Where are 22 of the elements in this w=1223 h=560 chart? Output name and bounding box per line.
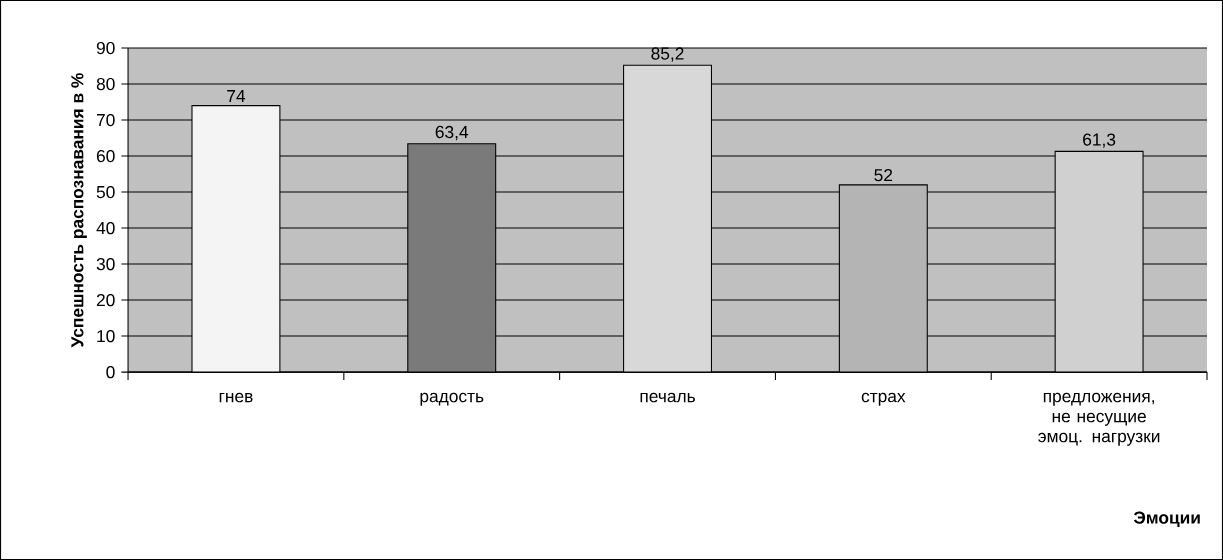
y-axis-title: Успешность распознавания в % bbox=[71, 73, 87, 348]
y-tick-label: 50 bbox=[96, 185, 115, 199]
y-tick-label: 10 bbox=[97, 329, 115, 343]
data-label: 61,3 bbox=[1083, 133, 1116, 148]
y-tick-label: 20 bbox=[96, 293, 115, 307]
y-tick-label: 40 bbox=[96, 221, 115, 235]
data-label: 74 bbox=[227, 90, 246, 102]
data-label: 63,4 bbox=[435, 125, 469, 141]
y-tick-label: 60 bbox=[96, 149, 115, 163]
x-tick-label: предложения, не несущие эмоц. нагрузки bbox=[1038, 392, 1160, 446]
x-tick-label: радость bbox=[420, 392, 484, 406]
y-tick-label: 80 bbox=[96, 77, 115, 91]
data-label: 52 bbox=[874, 168, 893, 182]
data-label: 85,2 bbox=[651, 47, 684, 62]
y-tick-label: 90 bbox=[96, 41, 115, 55]
y-tick-label: 30 bbox=[96, 257, 115, 271]
x-tick-label: печаль bbox=[640, 392, 695, 403]
y-tick-label: 0 bbox=[106, 365, 115, 379]
x-axis-title: Эмоции bbox=[1133, 511, 1200, 527]
y-tick-label: 70 bbox=[96, 113, 115, 127]
x-tick-label: гнев bbox=[219, 392, 253, 403]
x-tick-label: страх bbox=[861, 392, 906, 406]
